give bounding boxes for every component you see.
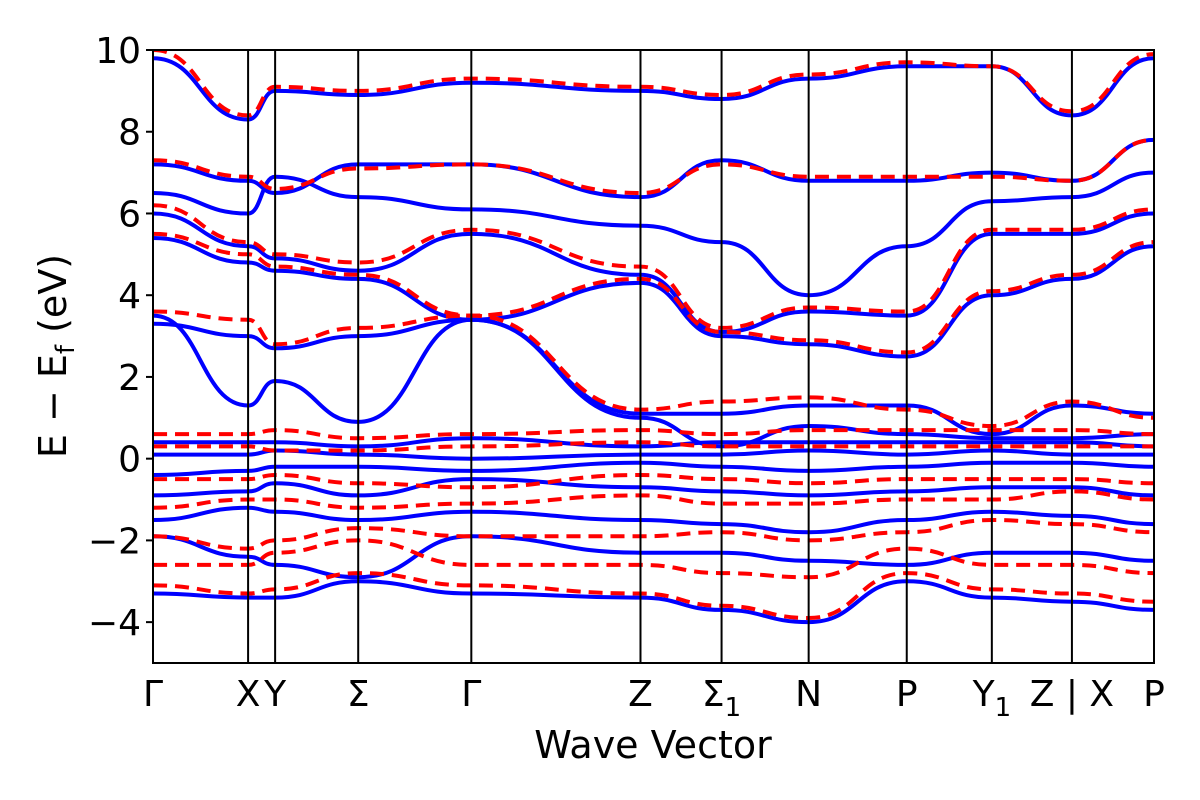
dashed-band-25	[153, 50, 1154, 118]
x-tick-label-3: Σ	[347, 674, 370, 715]
solid-band-3	[153, 477, 1154, 498]
x-tick-label-6: Σ1	[702, 674, 741, 723]
y-axis-label-units: (eV)	[31, 254, 75, 345]
x-tick-label-2: Y	[263, 674, 287, 715]
plot-frame	[152, 49, 1155, 664]
x-tick-label-9: Y1	[972, 674, 1012, 723]
x-tick-label-8: P	[896, 674, 918, 715]
y-tick-label-2: 0	[118, 440, 141, 481]
y-tick-label-4: 4	[118, 276, 141, 317]
dashed-band-17	[153, 489, 1154, 510]
y-axis-label: E − Ef (eV)	[31, 254, 81, 458]
x-tick-label-10: Z | X	[1030, 674, 1114, 715]
band-lines	[153, 50, 1154, 625]
x-axis-label: Wave Vector	[534, 723, 772, 767]
y-axis-ticks: −4 −2 0 2 4 6 8 10	[88, 31, 153, 644]
solid-band-4	[153, 460, 1154, 477]
x-tick-label-11: P	[1143, 674, 1165, 715]
solid-band-12	[153, 137, 1154, 200]
y-tick-label-6: 8	[118, 113, 141, 154]
x-tick-label-0: Γ	[143, 674, 163, 715]
y-axis-label-main: E − E	[31, 354, 75, 458]
solid-band-2	[153, 505, 1154, 535]
dashed-band-24	[153, 137, 1154, 195]
x-tick-label-4: Γ	[461, 674, 481, 715]
y-tick-label-5: 6	[118, 194, 141, 235]
x-tick-label-7: N	[795, 674, 822, 715]
y-tick-label-1: −2	[88, 521, 141, 562]
kpoint-divider-lines	[247, 50, 1073, 663]
solid-band-0	[153, 579, 1154, 625]
solid-band-8	[153, 313, 1154, 437]
y-axis-label-subscript: f	[51, 344, 81, 354]
solid-band-7	[153, 317, 1154, 449]
solid-band-5	[153, 448, 1154, 461]
y-tick-label-0: −4	[88, 603, 141, 644]
x-axis-ticks: Γ X Y Σ Γ Z Σ1 N P Y1 Z | X P	[143, 674, 1165, 723]
solid-band-1	[153, 534, 1154, 580]
y-tick-label-3: 2	[118, 358, 141, 399]
x-tick-label-5: Z	[628, 674, 653, 715]
dashed-band-21	[153, 309, 1154, 428]
y-tick-label-7: 10	[95, 31, 141, 72]
x-tick-label-1: X	[236, 674, 261, 715]
dashed-band-15	[153, 538, 1154, 580]
dashed-band-16	[153, 518, 1154, 551]
